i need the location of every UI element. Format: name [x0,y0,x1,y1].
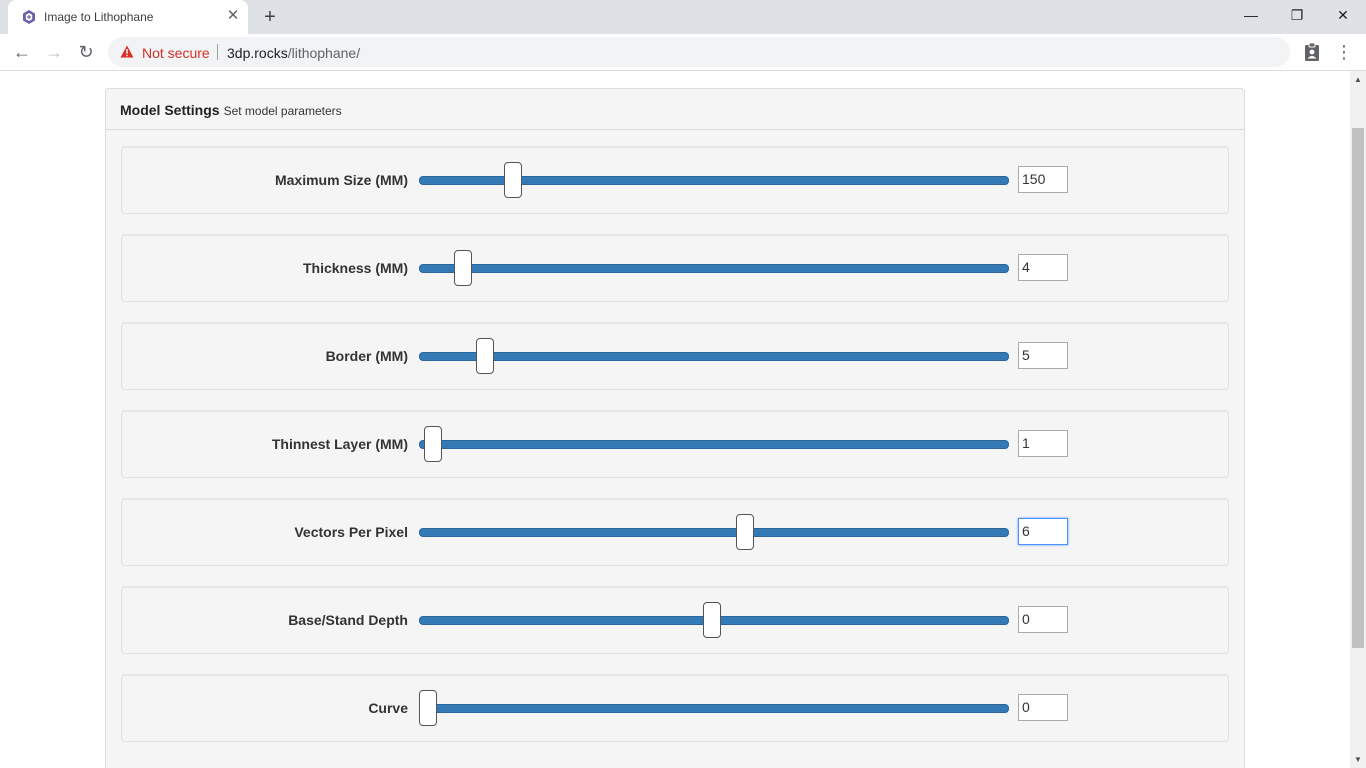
panel-subtitle: Set model parameters [223,104,342,118]
forward-button[interactable]: → [45,42,63,62]
panel-title: Model Settings Set model parameters [120,102,342,118]
browser-toolbar: ← → ↻ Not secure 3dp.rocks/lithophane/ ⋮ [0,34,1366,71]
slider-track-vectors-per-pixel[interactable] [419,528,1009,537]
slider-track-border-mm[interactable] [419,352,1009,361]
tab-title: Image to Lithophane [44,10,154,24]
url-path: /lithophane/ [287,45,361,61]
slider-track-curve[interactable] [419,704,1009,713]
browser-tab[interactable]: Image to Lithophane ✕ [8,0,248,34]
url-host: 3dp.rocks [227,45,288,61]
slider-handle-thickness-mm[interactable] [454,250,473,286]
page-viewport: Model Settings Set model parameters Maxim… [0,71,1350,768]
clipboard-account-icon[interactable] [1302,42,1322,62]
setting-row-vectors-per-pixel: Vectors Per Pixel 6 [121,498,1229,566]
setting-label-thickness-mm: Thickness (MM) [302,260,408,276]
address-bar[interactable]: Not secure 3dp.rocks/lithophane/ [108,37,1290,67]
setting-label-base-stand-depth: Base/Stand Depth [288,612,408,628]
panel-title-text: Model Settings [120,102,220,118]
url-text[interactable]: 3dp.rocks/lithophane/ [227,45,360,61]
slider-track-maximum-size-mm[interactable] [419,176,1009,185]
warning-triangle-icon[interactable] [120,45,134,58]
setting-row-maximum-size-mm: Maximum Size (MM) 150 [121,146,1229,214]
value-input-thinnest-layer-mm[interactable]: 1 [1018,430,1068,457]
slider-handle-maximum-size-mm[interactable] [504,162,523,198]
value-input-maximum-size-mm[interactable]: 150 [1018,166,1068,193]
slider-handle-border-mm[interactable] [476,338,495,374]
setting-row-base-stand-depth: Base/Stand Depth 0 [121,586,1229,654]
setting-label-border-mm: Border (MM) [325,348,408,364]
new-tab-button[interactable]: + [264,6,276,28]
scrollbar-thumb[interactable] [1352,128,1364,648]
browser-menu-icon[interactable]: ⋮ [1335,42,1353,62]
setting-row-thinnest-layer-mm: Thinnest Layer (MM) 1 [121,410,1229,478]
setting-row-curve: Curve 0 [121,674,1229,742]
reload-button[interactable]: ↻ [78,42,94,62]
panel-heading: Model Settings Set model parameters [106,89,1244,130]
back-button[interactable]: ← [13,42,31,62]
setting-label-thinnest-layer-mm: Thinnest Layer (MM) [271,436,408,452]
slider-track-thickness-mm[interactable] [419,264,1009,273]
slider-handle-base-stand-depth[interactable] [703,602,722,638]
setting-label-maximum-size-mm: Maximum Size (MM) [274,172,408,188]
slider-handle-thinnest-layer-mm[interactable] [424,426,443,462]
page-scrollbar[interactable]: ▲ ▼ [1350,71,1366,768]
setting-label-curve: Curve [368,700,408,716]
setting-row-thickness-mm: Thickness (MM) 4 [121,234,1229,302]
slider-track-thinnest-layer-mm[interactable] [419,440,1009,449]
slider-handle-vectors-per-pixel[interactable] [736,514,755,550]
scroll-down-icon[interactable]: ▼ [1354,755,1362,764]
restore-button[interactable]: ❐ [1290,7,1304,23]
value-input-border-mm[interactable]: 5 [1018,342,1068,369]
minimize-button[interactable]: — [1244,7,1258,23]
scroll-up-icon[interactable]: ▲ [1354,75,1362,84]
model-settings-panel: Model Settings Set model parameters Maxim… [105,88,1245,768]
security-status[interactable]: Not secure [142,45,210,61]
tab-strip: Image to Lithophane ✕ + — ❐ ✕ [0,0,1366,34]
value-input-curve[interactable]: 0 [1018,694,1068,721]
value-input-thickness-mm[interactable]: 4 [1018,254,1068,281]
tab-close-icon[interactable]: ✕ [226,7,240,24]
slider-handle-curve[interactable] [418,690,437,726]
close-window-button[interactable]: ✕ [1337,7,1349,23]
setting-row-border-mm: Border (MM) 5 [121,322,1229,390]
setting-label-vectors-per-pixel: Vectors Per Pixel [294,524,408,540]
value-input-base-stand-depth[interactable]: 0 [1018,606,1068,633]
hexagon-logo-icon [23,10,35,24]
omnibox-divider [217,44,218,60]
value-input-vectors-per-pixel[interactable]: 6 [1018,518,1068,545]
